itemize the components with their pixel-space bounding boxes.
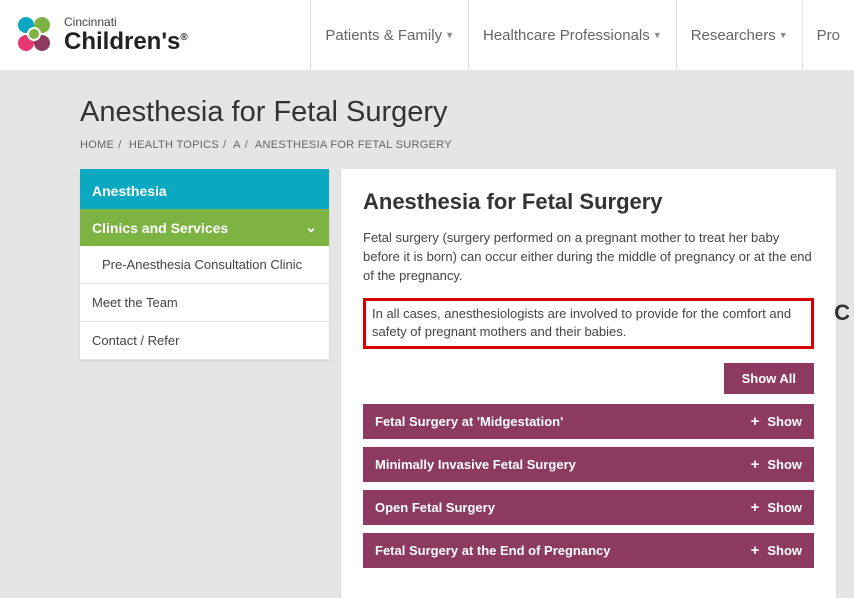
main-content: Anesthesia for Fetal Surgery Fetal surge… xyxy=(341,169,836,598)
offscreen-letter: C xyxy=(834,300,854,326)
show-label: Show xyxy=(767,500,802,515)
nav-healthcare-pros[interactable]: Healthcare Professionals▼ xyxy=(468,0,676,70)
accordion-open-fetal[interactable]: Open Fetal Surgery + Show xyxy=(363,490,814,525)
accordion-label: Fetal Surgery at 'Midgestation' xyxy=(375,414,563,429)
show-all-row: Show All xyxy=(363,363,814,394)
show-all-button[interactable]: Show All xyxy=(724,363,814,394)
accordion-label: Open Fetal Surgery xyxy=(375,500,495,515)
article-title: Anesthesia for Fetal Surgery xyxy=(363,189,814,215)
nav-researchers[interactable]: Researchers▼ xyxy=(676,0,802,70)
logo-text: Cincinnati Children's® xyxy=(64,16,188,54)
plus-icon: + xyxy=(751,456,760,473)
show-label: Show xyxy=(767,414,802,429)
plus-icon: + xyxy=(751,413,760,430)
page-body: Anesthesia for Fetal Surgery HOME/ HEALT… xyxy=(0,70,854,598)
sidebar-item-clinics[interactable]: Clinics and Services ⌄ xyxy=(80,209,329,246)
breadcrumb: HOME/ HEALTH TOPICS/ A/ ANESTHESIA FOR F… xyxy=(80,139,854,151)
chevron-down-icon: ▼ xyxy=(653,30,662,40)
logo-icon xyxy=(10,11,58,59)
top-nav: Patients & Family▼ Healthcare Profession… xyxy=(310,0,854,70)
sidebar-item-contact[interactable]: Contact / Refer xyxy=(80,322,329,360)
crumb-letter[interactable]: A xyxy=(233,139,241,151)
sidebar-subitem-preanesthesia[interactable]: Pre-Anesthesia Consultation Clinic xyxy=(80,246,329,284)
chevron-down-icon: ▼ xyxy=(445,30,454,40)
chevron-down-icon: ⌄ xyxy=(305,219,317,236)
accordion-midgestation[interactable]: Fetal Surgery at 'Midgestation' + Show xyxy=(363,404,814,439)
crumb-home[interactable]: HOME xyxy=(80,139,114,151)
show-label: Show xyxy=(767,543,802,558)
show-label: Show xyxy=(767,457,802,472)
accordion-end-pregnancy[interactable]: Fetal Surgery at the End of Pregnancy + S… xyxy=(363,533,814,568)
sidebar-heading[interactable]: Anesthesia xyxy=(80,173,329,209)
site-header: Cincinnati Children's® Patients & Family… xyxy=(0,0,854,70)
nav-more[interactable]: Pro xyxy=(802,0,854,70)
logo[interactable]: Cincinnati Children's® xyxy=(10,11,188,59)
crumb-current: ANESTHESIA FOR FETAL SURGERY xyxy=(255,139,452,151)
columns: Anesthesia Clinics and Services ⌄ Pre-An… xyxy=(80,169,854,598)
crumb-topics[interactable]: HEALTH TOPICS xyxy=(129,139,219,151)
intro-text: Fetal surgery (surgery performed on a pr… xyxy=(363,229,814,286)
logo-name: Children's® xyxy=(64,30,188,54)
sidebar-item-label: Clinics and Services xyxy=(92,220,228,236)
accordion-label: Minimally Invasive Fetal Surgery xyxy=(375,457,576,472)
plus-icon: + xyxy=(751,499,760,516)
logo-city: Cincinnati xyxy=(64,16,188,28)
accordion-label: Fetal Surgery at the End of Pregnancy xyxy=(375,543,611,558)
chevron-down-icon: ▼ xyxy=(779,30,788,40)
nav-patients-family[interactable]: Patients & Family▼ xyxy=(310,0,468,70)
plus-icon: + xyxy=(751,542,760,559)
sidebar: Anesthesia Clinics and Services ⌄ Pre-An… xyxy=(80,169,329,360)
page-title: Anesthesia for Fetal Surgery xyxy=(80,96,854,129)
highlighted-text: In all cases, anesthesiologists are invo… xyxy=(363,298,814,350)
accordion-minimally-invasive[interactable]: Minimally Invasive Fetal Surgery + Show xyxy=(363,447,814,482)
sidebar-item-meet-team[interactable]: Meet the Team xyxy=(80,284,329,322)
